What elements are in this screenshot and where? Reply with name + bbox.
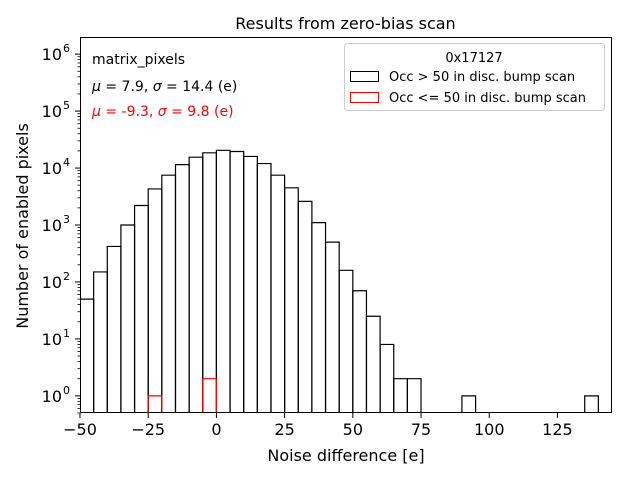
histogram-bar-pass bbox=[461, 395, 477, 413]
x-tick-label: 75 bbox=[411, 420, 431, 439]
y-tick-label: 10 bbox=[42, 330, 62, 349]
x-tick-label: −50 bbox=[63, 420, 97, 439]
legend-box bbox=[344, 43, 605, 111]
sigma-symbol: σ bbox=[158, 104, 168, 120]
legend-label-fail: Occ <= 50 in disc. bump scan bbox=[389, 91, 586, 106]
legend-label-pass: Occ > 50 in disc. bump scan bbox=[389, 70, 575, 85]
x-axis: −50 −25 0 25 50 75 100 125 bbox=[63, 413, 573, 439]
y-axis-label: Number of enabled pixels bbox=[13, 123, 32, 329]
mu-value: = 7.9, bbox=[101, 79, 153, 95]
legend-swatch-fail bbox=[350, 92, 379, 103]
legend-title: 0x17127 bbox=[445, 51, 502, 66]
y-tick-label: 10 bbox=[42, 216, 62, 235]
x-tick-label: 100 bbox=[474, 420, 505, 439]
x-tick-label: −25 bbox=[131, 420, 165, 439]
histogram-bar-pass bbox=[584, 395, 599, 413]
y-tick-exponent: 2 bbox=[63, 270, 70, 283]
histogram-bar-pass bbox=[406, 378, 422, 413]
legend: 0x17127 Occ > 50 in disc. bump scan Occ … bbox=[344, 43, 605, 111]
chart-title: Results from zero-bias scan bbox=[235, 14, 455, 33]
y-tick-exponent: 0 bbox=[63, 384, 70, 397]
annotation-stats-pass: μ = 7.9, σ = 14.4 (e) bbox=[91, 79, 237, 95]
y-tick-label: 10 bbox=[42, 102, 62, 121]
sigma-value: = 14.4 (e) bbox=[162, 79, 238, 95]
y-tick-label: 10 bbox=[42, 387, 62, 406]
y-tick-exponent: 5 bbox=[63, 99, 70, 112]
x-axis-label: Noise difference [e] bbox=[267, 446, 424, 465]
y-tick-label: 10 bbox=[42, 273, 62, 292]
y-tick-exponent: 6 bbox=[63, 42, 70, 55]
histogram-bar-fail bbox=[202, 378, 218, 413]
y-tick-label: 10 bbox=[42, 159, 62, 178]
mu-symbol: μ bbox=[91, 79, 101, 95]
sigma-symbol: σ bbox=[153, 79, 163, 95]
y-tick-exponent: 4 bbox=[63, 156, 70, 169]
y-tick-label: 10 bbox=[42, 45, 62, 64]
x-tick-label: 50 bbox=[343, 420, 363, 439]
y-tick-exponent: 3 bbox=[63, 213, 70, 226]
legend-swatch-pass bbox=[350, 71, 379, 82]
histogram-series bbox=[80, 149, 599, 413]
mu-symbol: μ bbox=[91, 104, 101, 120]
annotation-group-name: matrix_pixels bbox=[92, 52, 185, 68]
y-tick-exponent: 1 bbox=[63, 327, 70, 340]
annotation-stats-fail: μ = -9.3, σ = 9.8 (e) bbox=[91, 104, 234, 120]
x-tick-label: 25 bbox=[274, 420, 294, 439]
histogram-bar-fail bbox=[147, 395, 163, 413]
x-tick-label: 0 bbox=[211, 420, 221, 439]
sigma-value: = 9.8 (e) bbox=[167, 104, 234, 120]
plot-frame bbox=[80, 37, 612, 413]
mu-value: = -9.3, bbox=[101, 104, 158, 120]
x-tick-label: 125 bbox=[542, 420, 573, 439]
